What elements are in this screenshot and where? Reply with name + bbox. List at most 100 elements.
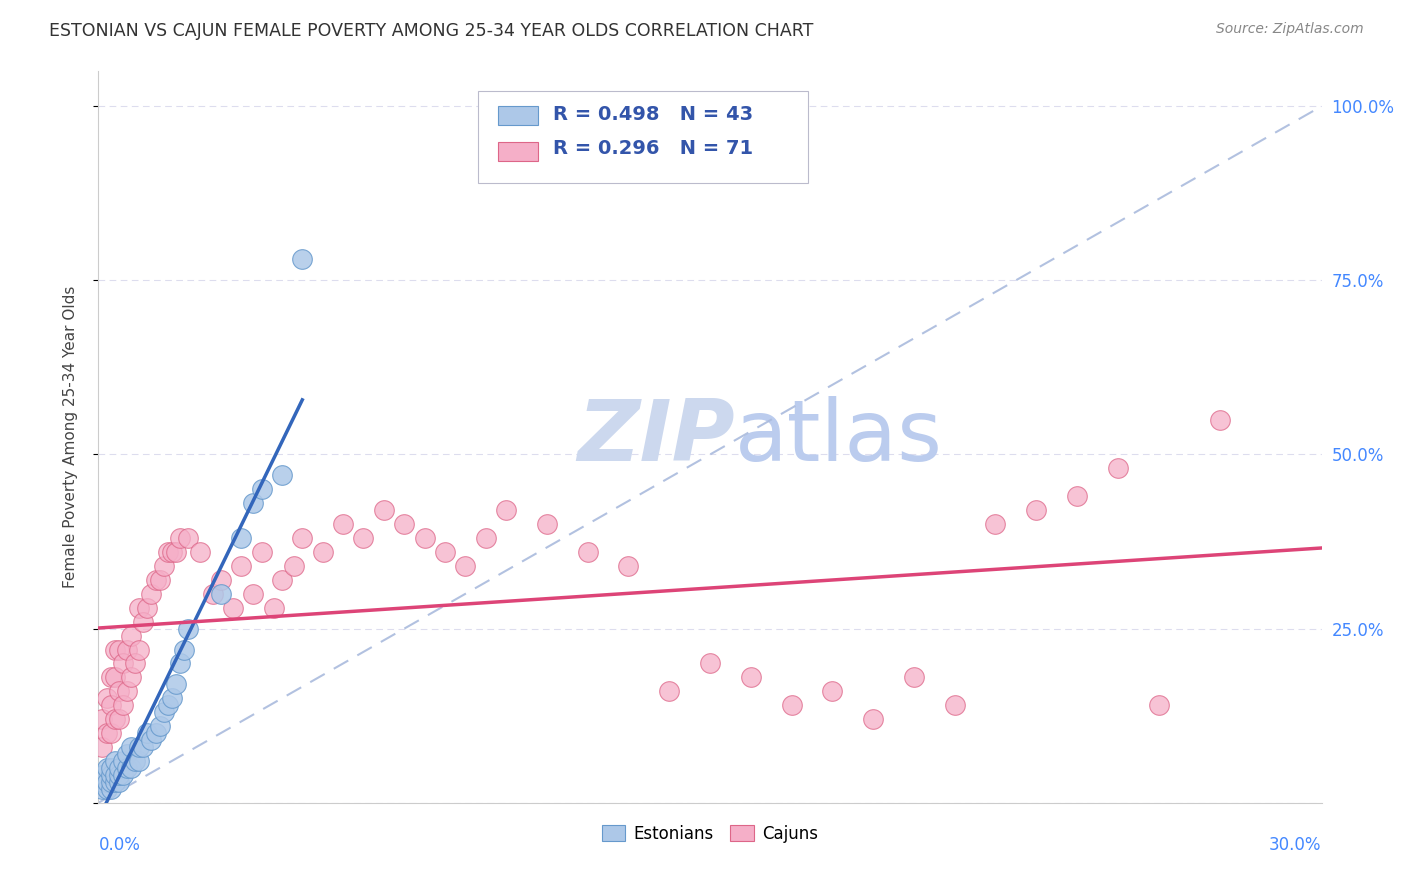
Legend: Estonians, Cajuns: Estonians, Cajuns bbox=[595, 818, 825, 849]
Point bbox=[141, 733, 163, 747]
Point bbox=[270, 468, 294, 483]
Text: Source: ZipAtlas.com: Source: ZipAtlas.com bbox=[1216, 22, 1364, 37]
Point bbox=[291, 252, 314, 267]
Point bbox=[536, 517, 558, 532]
Text: ESTONIAN VS CAJUN FEMALE POVERTY AMONG 25-34 YEAR OLDS CORRELATION CHART: ESTONIAN VS CAJUN FEMALE POVERTY AMONG 2… bbox=[49, 22, 814, 40]
Point bbox=[91, 768, 114, 782]
Point bbox=[209, 573, 232, 587]
Point bbox=[156, 545, 179, 559]
Point bbox=[104, 768, 127, 782]
Point bbox=[132, 615, 155, 629]
Point bbox=[160, 545, 183, 559]
Point bbox=[91, 740, 114, 755]
Point bbox=[454, 558, 477, 573]
Point bbox=[115, 642, 138, 657]
Point bbox=[263, 600, 285, 615]
Point bbox=[149, 573, 172, 587]
Point bbox=[100, 775, 122, 789]
Point bbox=[413, 531, 436, 545]
Point bbox=[250, 483, 273, 497]
Point bbox=[1066, 489, 1088, 503]
Point bbox=[209, 587, 232, 601]
Point bbox=[111, 754, 134, 768]
Point bbox=[242, 496, 264, 510]
Text: 0.0%: 0.0% bbox=[98, 836, 141, 854]
Point bbox=[96, 691, 118, 706]
Point bbox=[115, 761, 138, 775]
Point bbox=[96, 781, 118, 796]
Point bbox=[984, 517, 1007, 532]
Point bbox=[120, 629, 142, 643]
Point bbox=[821, 684, 844, 698]
Point bbox=[270, 573, 294, 587]
Point bbox=[373, 503, 395, 517]
Point bbox=[100, 670, 122, 684]
Point bbox=[392, 517, 416, 532]
Point bbox=[658, 684, 681, 698]
Point bbox=[250, 545, 273, 559]
Text: R = 0.296   N = 71: R = 0.296 N = 71 bbox=[554, 138, 754, 158]
Point bbox=[128, 642, 150, 657]
Point bbox=[108, 712, 131, 726]
Point bbox=[780, 698, 803, 713]
Point bbox=[96, 761, 118, 775]
Point bbox=[201, 587, 224, 601]
Point bbox=[231, 531, 253, 545]
Point bbox=[115, 684, 138, 698]
Point bbox=[108, 761, 131, 775]
Point bbox=[111, 657, 134, 671]
Point bbox=[108, 642, 131, 657]
Point bbox=[104, 670, 127, 684]
Point bbox=[177, 622, 200, 636]
Point bbox=[100, 768, 122, 782]
Point bbox=[1025, 503, 1047, 517]
Point bbox=[231, 558, 253, 573]
Point bbox=[128, 740, 150, 755]
Point bbox=[862, 712, 884, 726]
Point bbox=[1107, 461, 1129, 475]
Point bbox=[96, 726, 118, 740]
Point bbox=[576, 545, 599, 559]
Point bbox=[149, 719, 172, 733]
Point bbox=[165, 677, 187, 691]
Point bbox=[104, 642, 127, 657]
Point bbox=[291, 531, 314, 545]
Point bbox=[120, 761, 142, 775]
Point bbox=[242, 587, 264, 601]
Point bbox=[111, 698, 134, 713]
Point bbox=[120, 740, 142, 755]
Point bbox=[434, 545, 457, 559]
Point bbox=[104, 775, 127, 789]
Point bbox=[120, 670, 142, 684]
Point bbox=[141, 587, 163, 601]
Point bbox=[104, 754, 127, 768]
Point bbox=[169, 531, 191, 545]
Point bbox=[108, 684, 131, 698]
Point bbox=[943, 698, 966, 713]
Point bbox=[165, 545, 187, 559]
Point bbox=[332, 517, 354, 532]
Point bbox=[699, 657, 721, 671]
Point bbox=[474, 531, 498, 545]
Point bbox=[104, 712, 127, 726]
Text: R = 0.498   N = 43: R = 0.498 N = 43 bbox=[554, 105, 754, 124]
Text: atlas: atlas bbox=[734, 395, 942, 479]
Point bbox=[617, 558, 640, 573]
Point bbox=[312, 545, 335, 559]
Point bbox=[124, 657, 146, 671]
Point bbox=[100, 781, 122, 796]
Point bbox=[145, 726, 167, 740]
Point bbox=[145, 573, 167, 587]
Point bbox=[283, 558, 305, 573]
FancyBboxPatch shape bbox=[478, 91, 808, 183]
FancyBboxPatch shape bbox=[498, 106, 537, 126]
Point bbox=[108, 768, 131, 782]
Point bbox=[352, 531, 374, 545]
Point bbox=[177, 531, 200, 545]
Point bbox=[108, 775, 131, 789]
Point bbox=[188, 545, 212, 559]
Point bbox=[173, 642, 195, 657]
Point bbox=[160, 691, 183, 706]
Point bbox=[111, 768, 134, 782]
Point bbox=[495, 503, 517, 517]
